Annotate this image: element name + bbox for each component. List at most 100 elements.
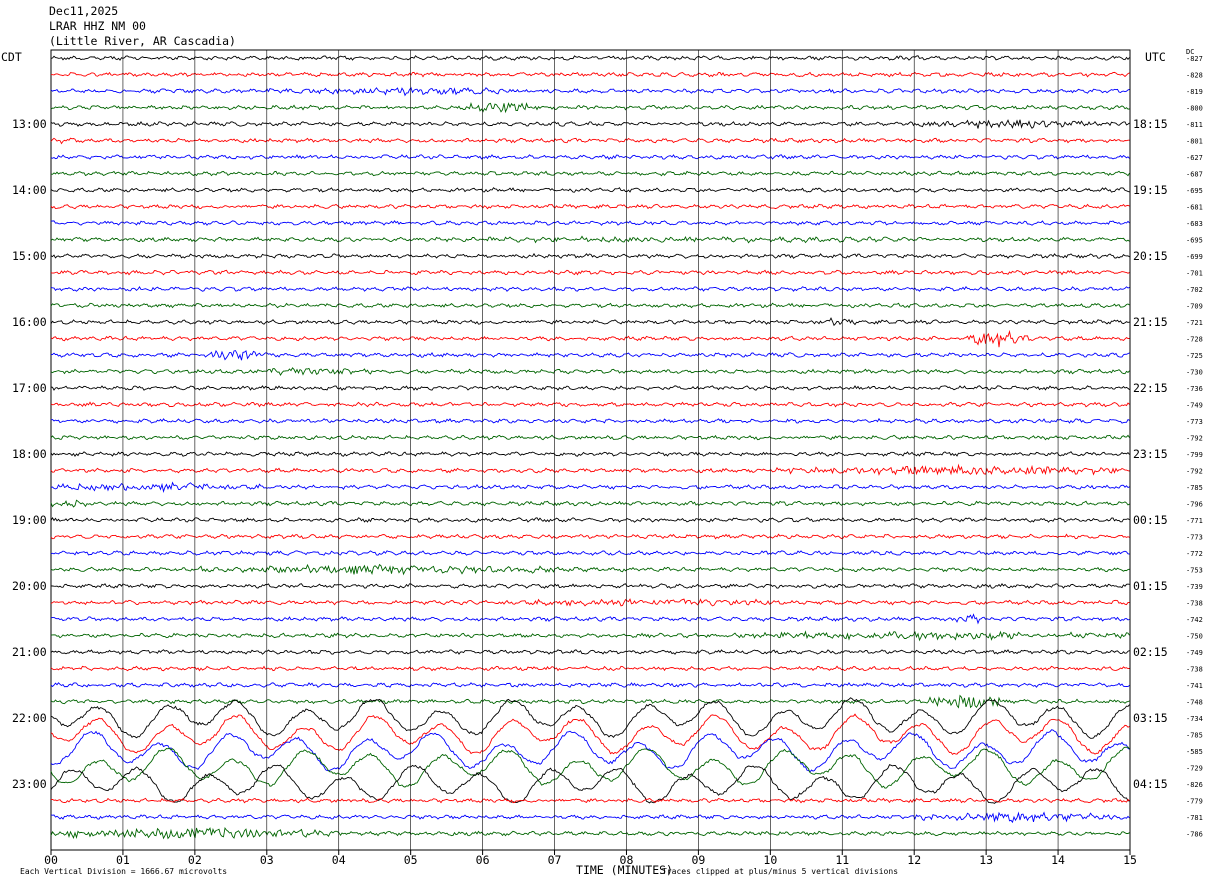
- dc-offset-label: -687: [1186, 171, 1203, 179]
- trace-line: [50, 746, 1130, 789]
- cdt-hour-label: 16:00: [12, 315, 47, 329]
- dc-offset-label: -771: [1186, 517, 1203, 525]
- dc-offset-label: -725: [1186, 352, 1203, 360]
- dc-offset-label: -702: [1186, 286, 1203, 294]
- dc-offset-label: -772: [1186, 550, 1203, 558]
- trace-line: [50, 797, 1130, 804]
- dc-offset-label: -741: [1186, 682, 1203, 690]
- x-tick-label: 03: [260, 853, 274, 867]
- utc-hour-label: 19:15: [1133, 183, 1168, 197]
- dc-offset-label: -785: [1186, 484, 1203, 492]
- dc-offset-label: -792: [1186, 435, 1203, 443]
- trace-line: [50, 582, 1130, 589]
- trace-line: [50, 170, 1130, 177]
- trace-line: [50, 220, 1130, 226]
- x-tick-label: 00: [44, 853, 58, 867]
- dc-offset-label: -748: [1186, 699, 1203, 707]
- x-tick-label: 07: [548, 853, 562, 867]
- dc-offset-label: -773: [1186, 534, 1203, 542]
- dc-offset-label: -828: [1186, 72, 1203, 80]
- x-tick-label: 11: [835, 853, 849, 867]
- dc-offset-label: -736: [1186, 385, 1203, 393]
- dc-offset-label: -801: [1186, 138, 1203, 146]
- utc-hour-label: 04:15: [1133, 777, 1168, 791]
- dc-offset-label: -730: [1186, 369, 1203, 377]
- dc-offset-label: -811: [1186, 121, 1203, 129]
- trace-line: [50, 235, 1130, 244]
- cdt-hour-label: 19:00: [12, 513, 47, 527]
- utc-hour-label: 01:15: [1133, 579, 1168, 593]
- trace-line: [50, 598, 1130, 607]
- utc-hour-label: 20:15: [1133, 249, 1168, 263]
- trace-line: [50, 630, 1130, 642]
- dc-offset-label: -734: [1186, 715, 1203, 723]
- trace-line: [50, 451, 1130, 458]
- trace-line: [50, 329, 1130, 348]
- dc-offset-label: -739: [1186, 583, 1203, 591]
- trace-line: [50, 154, 1130, 160]
- x-tick-label: 09: [691, 853, 705, 867]
- dc-offset-label: -683: [1186, 220, 1203, 228]
- cdt-hour-label: 21:00: [12, 645, 47, 659]
- trace-line: [50, 729, 1130, 773]
- plot-frame: [50, 49, 1131, 851]
- cdt-hour-label: 13:00: [12, 117, 47, 131]
- utc-hour-label: 00:15: [1133, 513, 1168, 527]
- x-tick-label: 04: [332, 853, 346, 867]
- x-tick-label: 08: [620, 853, 634, 867]
- trace-line: [50, 401, 1130, 408]
- trace-line: [50, 349, 1130, 361]
- dc-offset-label: -773: [1186, 418, 1203, 426]
- utc-hour-label: 18:15: [1133, 117, 1168, 131]
- x-axis-title: TIME (MINUTES): [576, 863, 673, 877]
- cdt-hour-label: 17:00: [12, 381, 47, 395]
- utc-hour-label: 21:15: [1133, 315, 1168, 329]
- dc-offset-label: -729: [1186, 765, 1203, 773]
- trace-line: [50, 119, 1130, 129]
- right-timezone-label: UTC: [1145, 50, 1166, 64]
- dc-offset-label: -585: [1186, 748, 1203, 756]
- trace-line: [50, 481, 1130, 494]
- trace-line: [50, 697, 1130, 739]
- utc-hour-label: 22:15: [1133, 381, 1168, 395]
- header-date: Dec11,2025: [49, 4, 119, 18]
- cdt-hour-label: 15:00: [12, 249, 47, 263]
- dc-offset-label: -819: [1186, 88, 1203, 96]
- dc-offset-label: -695: [1186, 187, 1203, 195]
- trace-line: [50, 499, 1130, 508]
- left-timezone-label: CDT: [1, 50, 22, 64]
- dc-offset-label: -742: [1186, 616, 1203, 624]
- dc-offset-label: -681: [1186, 204, 1203, 212]
- cdt-hour-label: 23:00: [12, 777, 47, 791]
- trace-line: [50, 694, 1130, 709]
- trace-line: [50, 434, 1130, 441]
- cdt-hour-label: 18:00: [12, 447, 47, 461]
- utc-hour-label: 23:15: [1133, 447, 1168, 461]
- trace-line: [50, 252, 1130, 259]
- trace-line: [50, 55, 1130, 61]
- trace-line: [50, 550, 1130, 556]
- dc-label: DC: [1186, 48, 1195, 56]
- dc-offset-label: -695: [1186, 237, 1203, 245]
- footer-scale-note: Each Vertical Division = 1666.67 microvo…: [20, 867, 228, 876]
- utc-hour-label: 02:15: [1133, 645, 1168, 659]
- trace-line: [50, 317, 1130, 327]
- trace-line: [50, 385, 1130, 391]
- x-tick-label: 12: [907, 853, 921, 867]
- dc-offset-label: -786: [1186, 831, 1203, 839]
- footer-clip-note: Traces clipped at plus/minus 5 vertical …: [662, 867, 899, 876]
- cdt-hour-label: 20:00: [12, 579, 47, 593]
- trace-line: [50, 563, 1130, 576]
- dc-offset-label: -800: [1186, 105, 1203, 113]
- trace-line: [50, 86, 1130, 97]
- trace-line: [50, 649, 1130, 655]
- cdt-hour-label: 14:00: [12, 183, 47, 197]
- trace-line: [50, 826, 1130, 840]
- dc-offset-label: -749: [1186, 649, 1203, 657]
- dc-offset-label: -709: [1186, 303, 1203, 311]
- trace-line: [50, 811, 1130, 824]
- x-tick-label: 02: [188, 853, 202, 867]
- trace-line: [50, 533, 1130, 540]
- dc-offset-label: -826: [1186, 781, 1203, 789]
- trace-line: [50, 682, 1130, 688]
